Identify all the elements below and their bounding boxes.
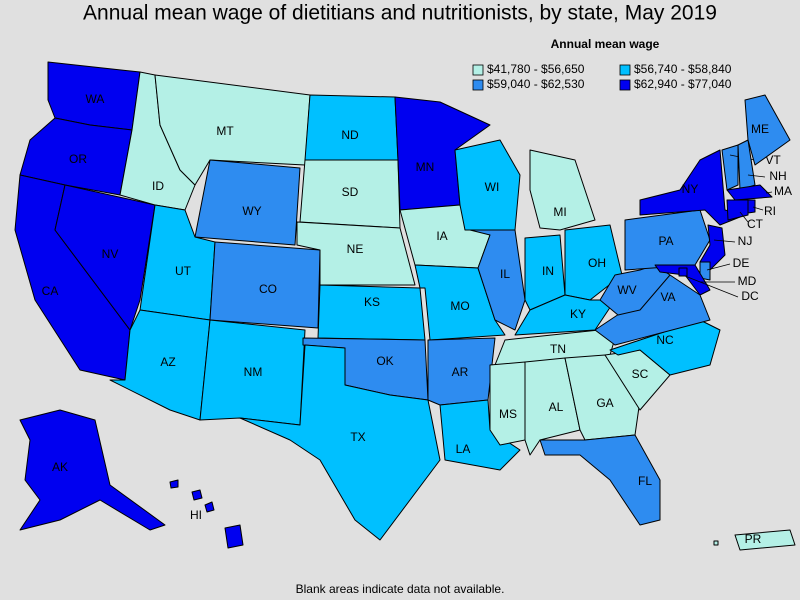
state-label: IL xyxy=(500,267,510,281)
state-shape xyxy=(726,199,749,221)
state-shape xyxy=(19,117,133,196)
leader-line xyxy=(713,239,736,243)
state-label: IN xyxy=(542,264,554,278)
legend-label: $59,040 - $62,530 xyxy=(487,77,585,91)
state-label: MO xyxy=(450,299,469,313)
state-label: FL xyxy=(638,474,652,488)
state-shape xyxy=(654,264,711,296)
state-label: MN xyxy=(416,160,435,174)
legend-swatch xyxy=(619,79,631,91)
state-label: NM xyxy=(244,365,263,379)
state-shape xyxy=(239,344,441,541)
state-label: PR xyxy=(745,532,762,546)
state-shape xyxy=(564,224,623,301)
state-label: WV xyxy=(617,283,636,297)
legend-label: $56,740 - $58,840 xyxy=(634,62,732,76)
state-shape xyxy=(737,139,756,191)
legend-title: Annual mean wage xyxy=(551,37,660,51)
state-shape xyxy=(204,501,215,513)
state-label: CA xyxy=(42,284,59,298)
state-shape xyxy=(747,199,756,214)
state-label: CT xyxy=(747,217,764,231)
state-shape xyxy=(191,489,203,501)
state-label: UT xyxy=(175,264,192,278)
leader-line xyxy=(765,191,773,194)
state-label: DE xyxy=(733,256,750,270)
state-label: PA xyxy=(658,234,673,248)
leader-line xyxy=(706,263,731,271)
state-label: MI xyxy=(553,205,566,219)
state-shape xyxy=(734,529,796,551)
state-label: MA xyxy=(774,184,792,198)
state-label: KY xyxy=(570,307,586,321)
state-label: ID xyxy=(152,179,164,193)
state-label: WI xyxy=(485,180,500,194)
legend-swatch xyxy=(472,64,484,76)
state-shape xyxy=(469,229,526,331)
state-shape xyxy=(539,434,661,526)
state-shape xyxy=(224,524,244,549)
state-label: NH xyxy=(769,169,786,183)
leader-line xyxy=(684,275,739,298)
state-label: MT xyxy=(216,124,234,138)
state-label: SC xyxy=(632,367,649,381)
state-label: SD xyxy=(342,185,359,199)
state-shape xyxy=(54,184,156,331)
state-label: AL xyxy=(549,400,564,414)
leader-line xyxy=(747,174,766,178)
state-label: AR xyxy=(452,365,469,379)
state-label: ND xyxy=(341,128,359,142)
state-label: VT xyxy=(765,153,781,167)
legend-label: $62,940 - $77,040 xyxy=(634,77,732,91)
state-label: OR xyxy=(69,152,87,166)
state-label: AZ xyxy=(160,355,175,369)
state-label: GA xyxy=(596,396,613,410)
state-shape xyxy=(744,94,791,166)
state-label: VA xyxy=(660,290,675,304)
state-label: WA xyxy=(86,92,105,106)
state-label: LA xyxy=(456,442,471,456)
state-shape xyxy=(713,540,719,546)
state-shape xyxy=(194,159,301,246)
state-shape xyxy=(317,284,426,341)
legend-swatch xyxy=(619,64,631,76)
states: WA OR CA NV ID MT WY UT CO AZ NM ND SD NE KS OK TX MN IA MO… xyxy=(14,61,796,551)
state-label: NJ xyxy=(738,234,753,248)
state-label: NC xyxy=(656,333,674,347)
state-label: OH xyxy=(588,256,606,270)
state-label: ME xyxy=(751,122,769,136)
state-shape xyxy=(439,399,521,471)
legend-swatch xyxy=(472,79,484,91)
state-label: TX xyxy=(350,430,365,444)
state-shape xyxy=(489,361,526,446)
state-label: NY xyxy=(682,182,699,196)
state-label: HI xyxy=(190,508,202,522)
state-label: KS xyxy=(364,295,380,309)
state-label: MS xyxy=(499,407,517,421)
state-label: RI xyxy=(764,204,776,218)
state-label: OK xyxy=(376,354,393,368)
state-label: MD xyxy=(738,274,757,288)
footnote: Blank areas indicate data not available. xyxy=(296,582,505,596)
leader-line xyxy=(739,211,749,223)
state-label: IA xyxy=(436,229,447,243)
leader-line xyxy=(752,206,764,211)
state-shape xyxy=(529,149,596,231)
state-shape xyxy=(678,267,688,277)
state-label: TN xyxy=(550,342,566,356)
legend-label: $41,780 - $56,650 xyxy=(487,62,585,76)
map-title: Annual mean wage of dietitians and nutri… xyxy=(83,2,717,25)
state-shape xyxy=(726,184,773,201)
state-shape xyxy=(169,479,179,489)
state-shape xyxy=(721,144,739,191)
state-label: NV xyxy=(102,247,119,261)
state-shape xyxy=(19,409,166,531)
legend: $41,780 - $56,650 $56,740 - $58,840 $59,04… xyxy=(472,62,732,91)
state-label: NE xyxy=(347,242,364,256)
state-label: AK xyxy=(52,460,68,474)
state-label: DC xyxy=(741,289,759,303)
state-label: CO xyxy=(259,282,277,296)
state-label: WY xyxy=(242,204,261,218)
